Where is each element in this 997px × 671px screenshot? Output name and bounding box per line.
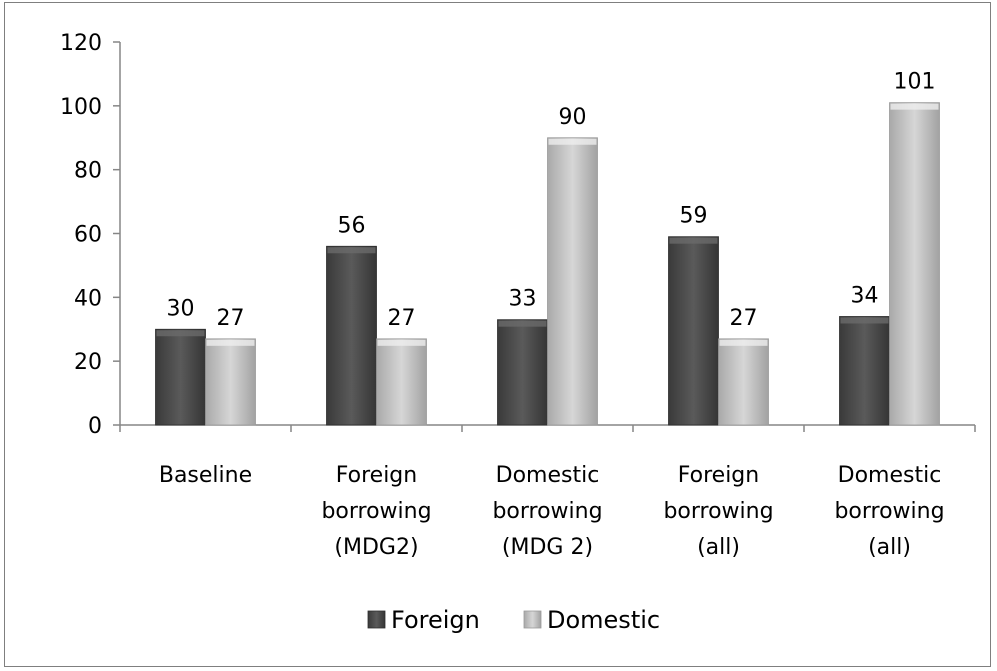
bar-bevel — [719, 339, 768, 346]
bar-domestic — [718, 338, 769, 426]
data-label: 27 — [388, 306, 416, 331]
category-label: Domestic borrowing (all) — [834, 463, 944, 560]
category-label: Foreign borrowing (all) — [663, 463, 773, 560]
bar-bevel — [890, 103, 939, 110]
bar-foreign — [326, 245, 377, 426]
bar-bevel — [548, 138, 597, 145]
data-label: 27 — [730, 306, 758, 331]
data-label: 101 — [894, 70, 936, 95]
y-tick-label: 20 — [74, 350, 102, 375]
bar-domestic — [205, 338, 256, 426]
bars — [155, 102, 940, 426]
bar-domestic — [376, 338, 427, 426]
legend-label-foreign: Foreign — [391, 606, 480, 634]
data-label: 33 — [509, 287, 537, 312]
y-tick-label: 60 — [74, 223, 102, 248]
data-label: 59 — [680, 204, 708, 229]
bar-bevel — [377, 339, 426, 346]
y-tick-label: 120 — [60, 31, 102, 56]
data-label: 90 — [559, 105, 587, 130]
y-tick-label: 80 — [74, 159, 102, 184]
legend: Foreign Domestic — [367, 606, 660, 634]
bar-foreign — [155, 328, 206, 426]
legend-swatch-foreign — [367, 610, 386, 629]
bar-foreign — [839, 316, 890, 426]
bar-bevel — [840, 317, 889, 324]
y-tick-label: 0 — [88, 414, 102, 439]
bar-bevel — [206, 339, 255, 346]
labels: Baseline Foreign borrowing (MDG2) Domestic bo… — [159, 70, 945, 560]
data-label: 56 — [338, 213, 366, 238]
bar-bevel — [498, 320, 547, 327]
legend-swatch-domestic — [523, 610, 542, 629]
data-label: 34 — [851, 283, 879, 308]
bar-bevel — [156, 330, 205, 337]
y-tick-label: 40 — [74, 286, 102, 311]
data-label: 27 — [217, 306, 245, 331]
bar-foreign — [497, 319, 548, 426]
category-label: Domestic borrowing (MDG 2) — [492, 463, 602, 560]
data-label: 30 — [167, 296, 195, 321]
axes: 0 20 40 60 80 100 120 — [60, 31, 976, 439]
category-label: Foreign borrowing (MDG2) — [321, 463, 431, 560]
bar-bevel — [669, 237, 718, 244]
bar-domestic — [889, 102, 940, 426]
y-tick-label: 100 — [60, 95, 102, 120]
bar-domestic — [547, 137, 598, 426]
bar-bevel — [327, 247, 376, 254]
category-label: Baseline — [159, 463, 252, 488]
bar-foreign — [668, 236, 719, 426]
legend-label-domestic: Domestic — [547, 606, 660, 634]
